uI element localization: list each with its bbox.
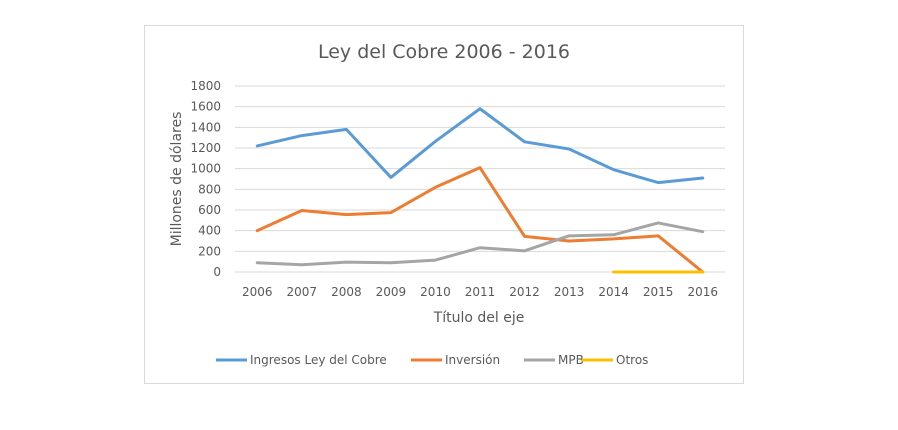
y-tick-label: 1400 [190, 120, 221, 134]
y-tick-label: 800 [198, 182, 221, 196]
legend-label: Ingresos Ley del Cobre [250, 353, 387, 367]
x-tick-label: 2007 [287, 285, 318, 299]
legend-label: Otros [616, 353, 648, 367]
chart-title: Ley del Cobre 2006 - 2016 [318, 41, 570, 63]
y-tick-label: 600 [198, 203, 221, 217]
x-tick-label: 2016 [687, 285, 718, 299]
series-line-ingresos-ley-del-cobre [255, 107, 705, 185]
y-tick-label: 200 [198, 244, 221, 258]
series-lines [255, 107, 705, 274]
series-line-mpb [255, 221, 705, 267]
y-tick-label: 1800 [190, 79, 221, 93]
x-tick-label: 2011 [465, 285, 496, 299]
y-axis-title: Millones de dólares [169, 112, 185, 247]
y-tick-label: 0 [213, 265, 221, 279]
x-tick-label: 2008 [331, 285, 362, 299]
x-axis-ticks: 2006 2007 2008 2009 2010 2011 2012 2013 2014 2015… [242, 285, 718, 299]
y-tick-label: 1200 [190, 141, 221, 155]
gridlines [235, 85, 725, 273]
legend-item-ingresos-ley-del-cobre: Ingresos Ley del Cobre [216, 353, 387, 367]
y-tick-label: 1600 [190, 100, 221, 114]
x-tick-label: 2015 [643, 285, 674, 299]
y-tick-label: 1000 [190, 162, 221, 176]
x-tick-label: 2009 [376, 285, 407, 299]
series-line-inversion [255, 166, 705, 274]
x-tick-label: 2013 [554, 285, 585, 299]
legend-item-inversion: Inversión [411, 353, 500, 367]
legend-label: MPB [558, 353, 584, 367]
x-tick-label: 2006 [242, 285, 273, 299]
legend: Ingresos Ley del Cobre Inversión MPB Otros [216, 353, 648, 367]
x-axis-title: Título del eje [433, 310, 525, 326]
y-tick-label: 400 [198, 224, 221, 238]
x-tick-label: 2012 [509, 285, 540, 299]
y-axis-ticks: 0 200 400 600 800 1000 1200 1400 1600 1800 [190, 79, 221, 279]
legend-item-mpb: MPB [524, 353, 584, 367]
legend-item-otros: Otros [582, 353, 648, 367]
x-tick-label: 2010 [420, 285, 451, 299]
x-tick-label: 2014 [598, 285, 629, 299]
chart-frame [144, 25, 744, 384]
legend-label: Inversión [445, 353, 500, 367]
